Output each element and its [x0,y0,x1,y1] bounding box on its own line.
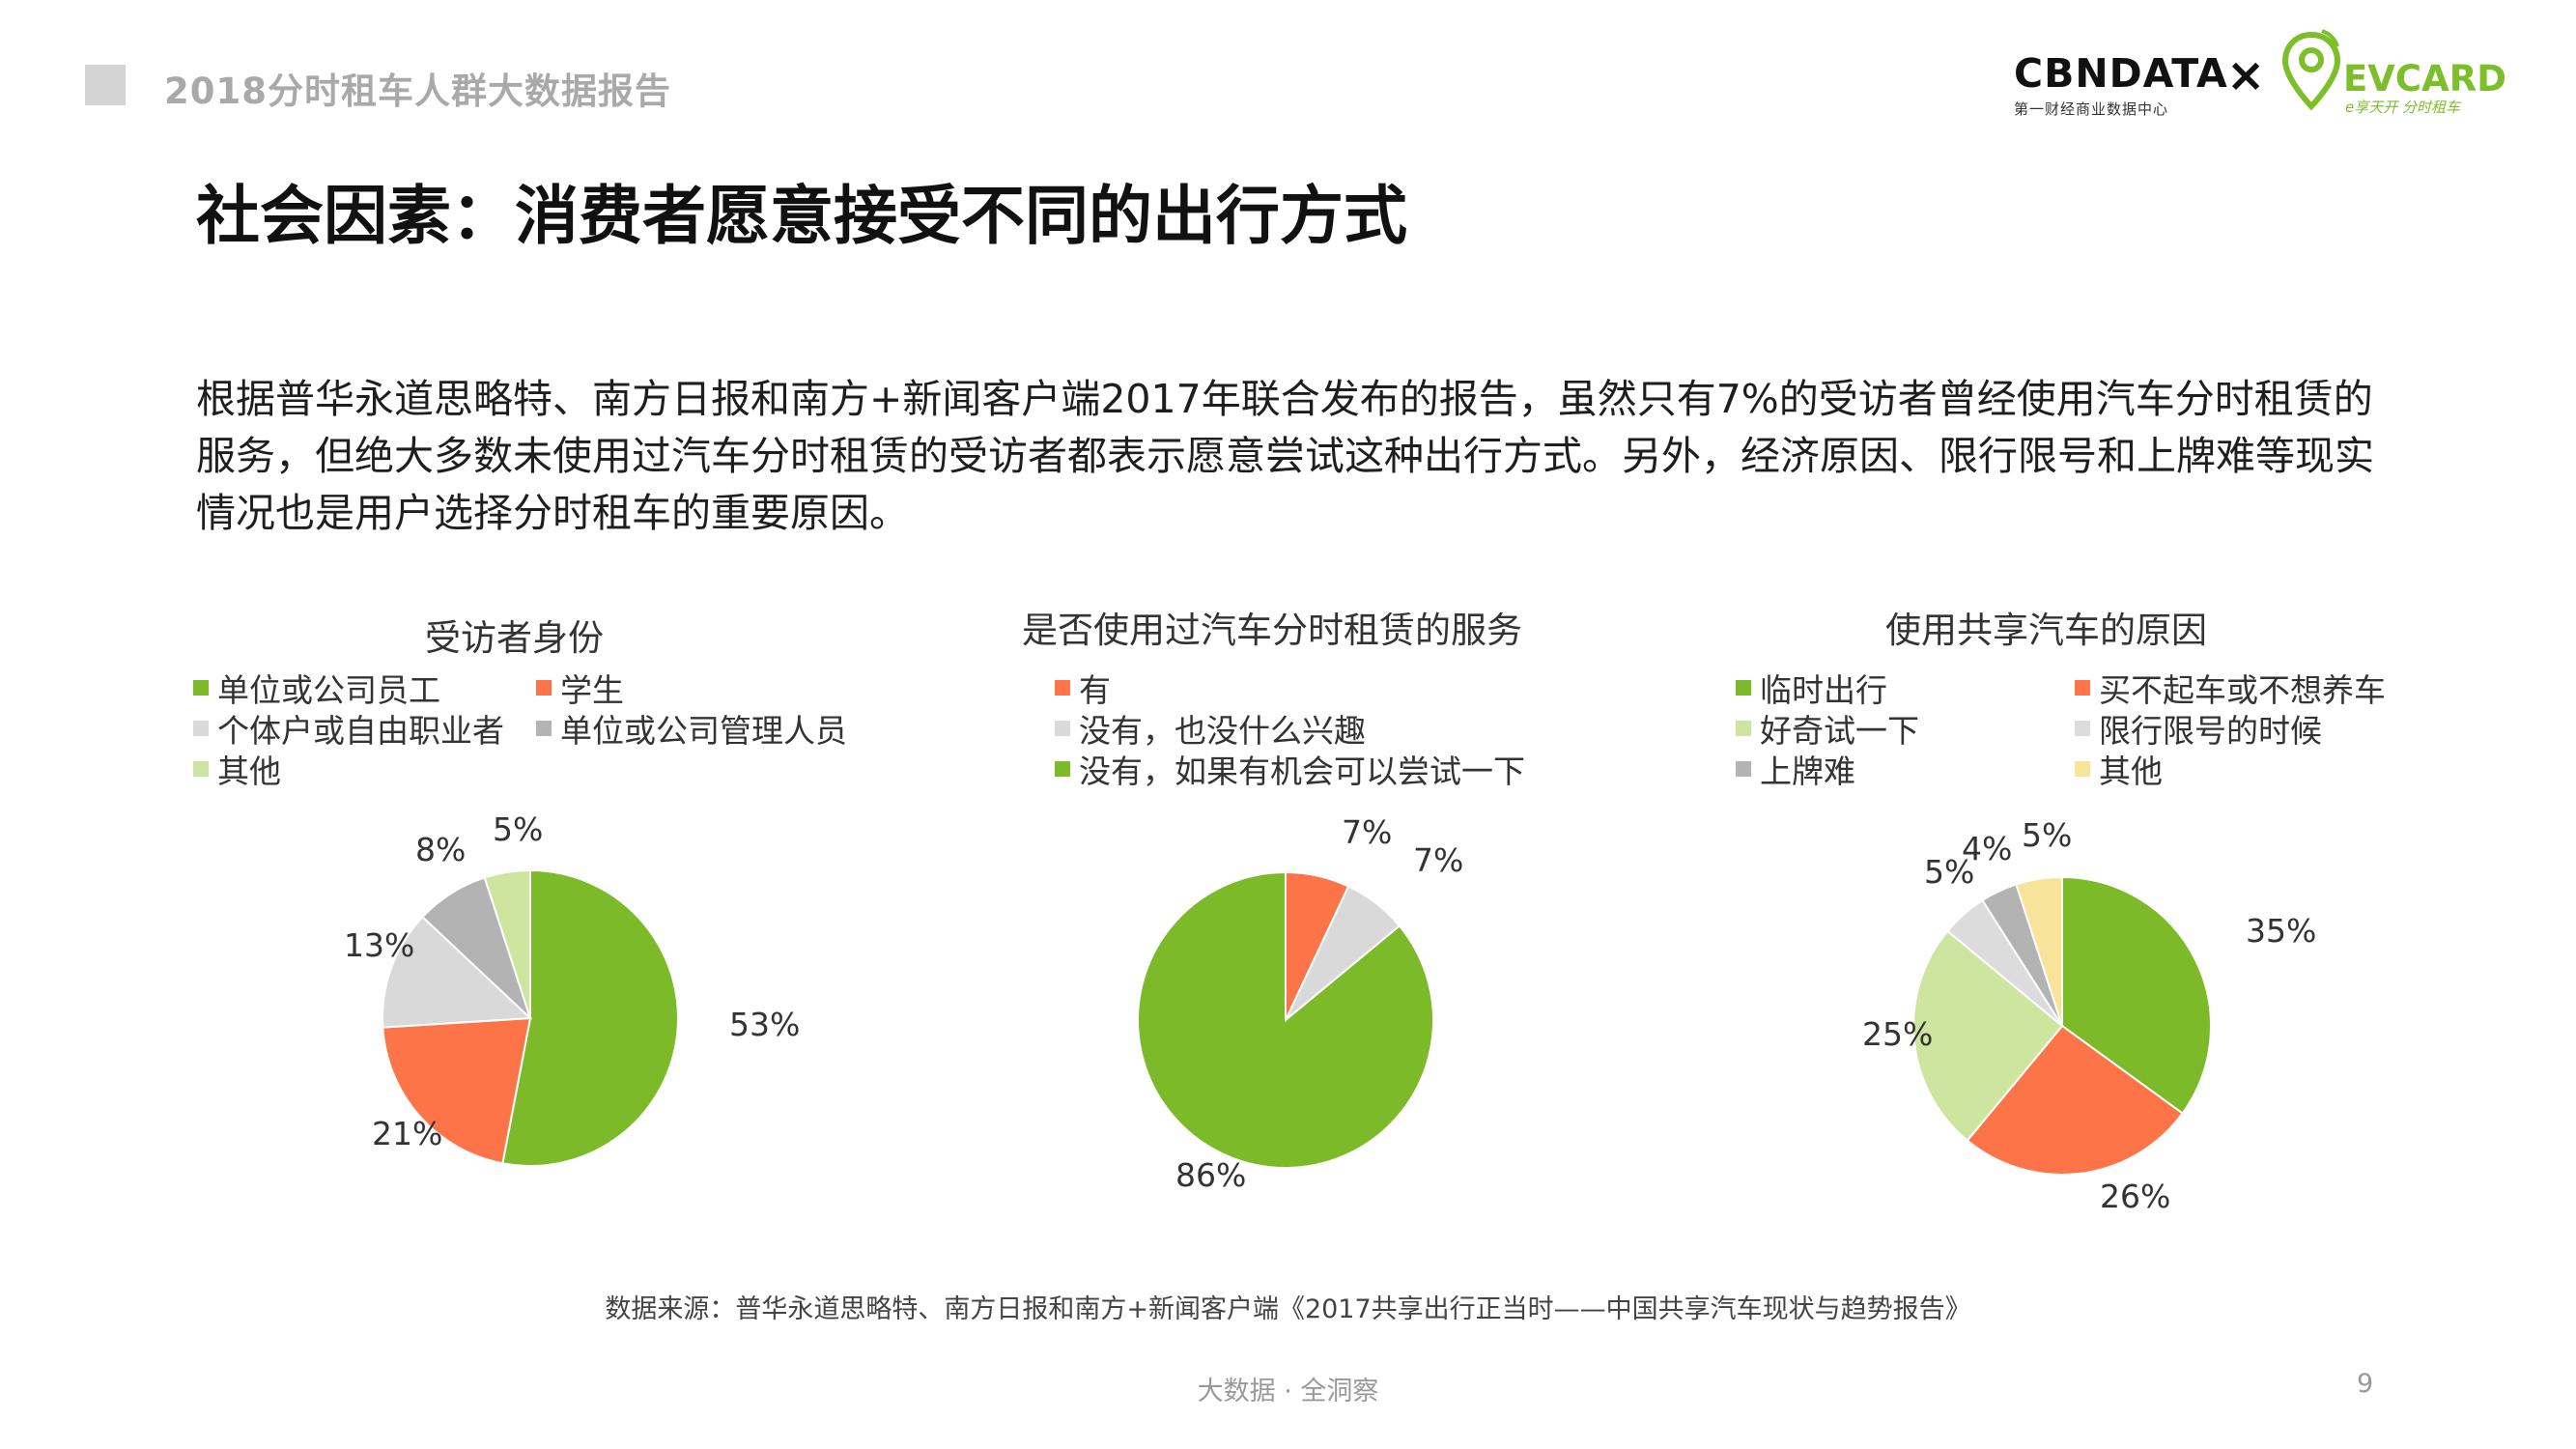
legend-swatch [1055,761,1070,777]
slice-value-label: 86% [1175,1156,1246,1194]
legend-item-freelancer: 个体户或自由职业者 [193,705,504,752]
slice-value-label: 8% [415,831,466,868]
pie-usage: 7% 7% 86% [1137,813,1463,1194]
data-source-note: 数据来源：普华永道思略特、南方日报和南方+新闻客户端《2017共享出行正当时——… [605,1294,1971,1324]
legend-swatch [2075,680,2090,696]
legend-item-temporary-trip: 临时出行 [1736,665,1887,711]
legend-swatch [1736,761,1751,777]
evcard-logo: EVCARD e享天开 分时租车 [2279,27,2506,116]
legend-swatch [536,680,552,696]
legend-label: 没有，也没什么兴趣 [1079,712,1366,750]
legend-item-traffic-restriction: 限行限号的时候 [2075,705,2322,752]
slice-value-label: 5% [2022,816,2072,854]
slice-value-label: 35% [2246,912,2316,950]
legend-item-other-reason: 其他 [2075,746,2163,792]
evcard-logo-tagline: e享天开 分时租车 [2345,99,2460,116]
slice-value-label: 5% [1924,853,1974,891]
pie-slice [1966,1024,2184,1176]
legend-label: 临时出行 [1760,671,1887,709]
legend-swatch [1055,680,1070,696]
pie-slice [382,915,533,1029]
legend-label: 学生 [560,671,624,709]
pie-slice [1912,929,2064,1143]
legend-label: 其他 [217,753,281,790]
legend-item-would-try: 没有，如果有机会可以尝试一下 [1055,746,1525,792]
legend-swatch [1736,680,1751,696]
pie-identity: 53% 21% 13% 8% 5% [344,810,800,1167]
legend-label: 单位或公司管理人员 [560,712,847,750]
evcard-logo-text: EVCARD [2343,58,2506,99]
cbndata-logo-subtitle: 第一财经商业数据中心 [2014,100,2169,118]
legend-label: 限行限号的时候 [2099,712,2322,750]
footer-slogan: 大数据 · 全洞察 [1197,1377,1379,1406]
legend-swatch [536,721,552,736]
legend-item-cannot-afford-car: 买不起车或不想养车 [2075,665,2386,711]
slice-value-label: 5% [493,810,543,848]
slice-value-label: 26% [2100,1178,2170,1215]
slice-value-label: 7% [1342,813,1392,851]
legend-item-no-interest: 没有，也没什么兴趣 [1055,705,1366,752]
legend-label: 买不起车或不想养车 [2099,671,2386,709]
slice-value-label: 7% [1413,841,1463,879]
page-title: 社会因素：消费者愿意接受不同的出行方式 [196,179,1407,253]
legend-swatch [1736,721,1751,736]
legend-label: 单位或公司员工 [217,671,440,709]
legend-swatch [2075,761,2090,777]
legend-item-student: 学生 [536,665,624,711]
legend-label: 其他 [2099,753,2163,790]
legend-label: 个体户或自由职业者 [217,712,504,750]
chart-title-usage: 是否使用过汽车分时租赁的服务 [1022,610,1522,651]
legend-swatch [193,721,209,736]
slice-value-label: 25% [1862,1015,1933,1053]
logo-separator: × [2226,48,2266,102]
pie-reasons: 35%26%25%5%4% 5% [1862,816,2316,1215]
legend-swatch [193,761,209,777]
slice-value-label: 13% [344,926,414,964]
legend-label: 没有，如果有机会可以尝试一下 [1079,753,1525,790]
legend-swatch [193,680,209,696]
pie-slice [2015,875,2063,1027]
legend-item-employee: 单位或公司员工 [193,665,440,711]
legend-label: 有 [1079,671,1111,709]
header-square-icon [85,65,126,105]
intro-paragraph: 根据普华永道思略特、南方日报和南方+新闻客户端2017年联合发布的报告，虽然只有… [196,376,2374,536]
legend-label: 好奇试一下 [1760,712,1919,750]
legend-swatch [2075,721,2090,736]
legend-swatch [1055,721,1070,736]
legend-item-license-plate: 上牌难 [1736,746,1855,792]
report-title: 2018分时租车人群大数据报告 [164,71,671,112]
legend-item-other: 其他 [193,746,281,792]
pie-slice [483,868,531,1019]
page-number: 9 [2357,1369,2374,1399]
pie-slice [382,1016,532,1165]
legend-label: 上牌难 [1760,753,1855,790]
slice-value-label: 53% [729,1006,800,1043]
slice-value-label: 4% [1962,830,2012,867]
cbndata-logo: CBNDATA 第一财经商业数据中心 [2014,50,2228,119]
chart-title-reasons: 使用共享汽车的原因 [1885,610,2207,651]
legend-item-yes: 有 [1055,665,1111,711]
legend-item-curious: 好奇试一下 [1736,705,1919,752]
pie-slice [1137,870,1434,1169]
legend-item-manager: 单位或公司管理人员 [536,705,847,752]
location-pin-icon [2281,29,2341,111]
pie-slice [2061,875,2212,1115]
pie-slice [501,868,679,1167]
cbndata-logo-text: CBNDATA [2014,50,2228,97]
slice-value-label: 21% [372,1115,442,1152]
chart-title-identity: 受访者身份 [425,617,604,659]
